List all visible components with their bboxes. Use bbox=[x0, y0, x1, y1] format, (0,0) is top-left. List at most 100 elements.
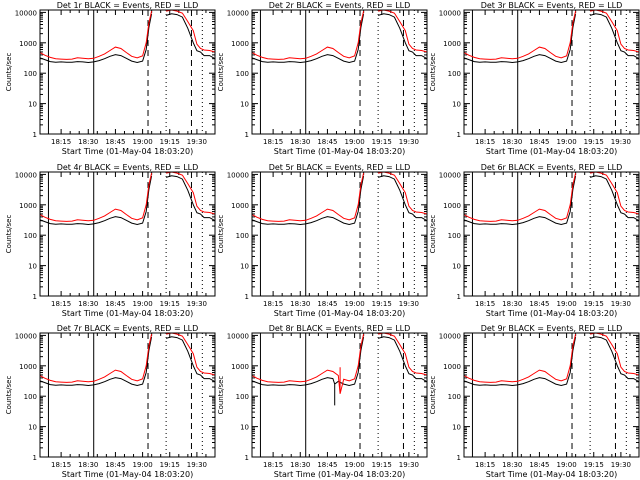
y-tick-label: 10000 bbox=[15, 171, 37, 179]
x-tick-label: 19:30 bbox=[611, 138, 631, 146]
x-tick-label: 19:15 bbox=[372, 300, 392, 308]
y-axis-label: Counts/sec bbox=[5, 376, 13, 415]
events-series-line bbox=[165, 13, 215, 60]
events-series-line bbox=[165, 175, 215, 222]
x-tick-label: 19:30 bbox=[399, 300, 419, 308]
lld-series-line bbox=[40, 333, 153, 383]
y-tick-label: 100 bbox=[24, 232, 37, 240]
y-tick-label: 1000 bbox=[19, 363, 37, 371]
lld-series-line bbox=[166, 333, 215, 376]
y-tick-label: 100 bbox=[236, 70, 249, 78]
x-tick-label: 19:00 bbox=[132, 461, 152, 469]
lld-series-line bbox=[378, 333, 427, 376]
panel-title: Det 4r BLACK = Events, RED = LLD bbox=[57, 163, 199, 172]
y-tick-label: 100 bbox=[448, 70, 461, 78]
x-tick-label: 18:45 bbox=[317, 461, 337, 469]
events-series-line bbox=[252, 175, 365, 226]
y-axis-label: Counts/sec bbox=[217, 53, 225, 92]
panel-det-6: Det 6r BLACK = Events, RED = LLD Counts/s… bbox=[429, 163, 640, 318]
y-tick-label: 100 bbox=[24, 70, 37, 78]
x-tick-label: 18:30 bbox=[502, 300, 522, 308]
y-tick-label: 10000 bbox=[227, 332, 249, 340]
x-tick-label: 18:45 bbox=[317, 300, 337, 308]
lld-series-line bbox=[252, 10, 365, 60]
x-tick-label: 19:15 bbox=[372, 138, 392, 146]
x-tick-label: 18:30 bbox=[290, 300, 310, 308]
events-series-line bbox=[377, 13, 427, 60]
y-axis-label: Counts/sec bbox=[429, 376, 437, 415]
series-group bbox=[464, 10, 639, 64]
x-tick-label: 18:30 bbox=[502, 138, 522, 146]
events-series-line bbox=[252, 336, 365, 406]
y-tick-label: 1 bbox=[457, 131, 461, 139]
y-tick-label: 1 bbox=[33, 131, 37, 139]
events-series-line bbox=[464, 336, 577, 387]
y-tick-label: 100 bbox=[236, 232, 249, 240]
x-axis-label: Start Time (01-May-04 18:03:20) bbox=[486, 470, 617, 479]
y-tick-label: 100 bbox=[236, 393, 249, 401]
series-group bbox=[252, 333, 427, 406]
events-series-line bbox=[464, 175, 577, 226]
x-tick-label: 18:15 bbox=[51, 300, 71, 308]
lld-series-line bbox=[590, 172, 639, 215]
y-axis-label: Counts/sec bbox=[217, 376, 225, 415]
panel-title: Det 5r BLACK = Events, RED = LLD bbox=[269, 163, 411, 172]
x-tick-label: 18:30 bbox=[290, 461, 310, 469]
y-tick-label: 1 bbox=[457, 454, 461, 462]
y-tick-label: 1000 bbox=[443, 363, 461, 371]
plot-frame bbox=[39, 9, 216, 135]
x-tick-label: 18:30 bbox=[290, 138, 310, 146]
y-tick-label: 10 bbox=[452, 101, 461, 109]
y-axis-label: Counts/sec bbox=[217, 215, 225, 254]
x-tick-label: 18:30 bbox=[78, 461, 98, 469]
x-axis-label: Start Time (01-May-04 18:03:20) bbox=[486, 309, 617, 318]
x-tick-label: 18:45 bbox=[105, 138, 125, 146]
lld-series-line bbox=[590, 333, 639, 376]
panel-title: Det 2r BLACK = Events, RED = LLD bbox=[269, 1, 411, 10]
y-tick-label: 1 bbox=[245, 293, 249, 301]
y-tick-label: 100 bbox=[24, 393, 37, 401]
lld-series-line bbox=[590, 10, 639, 53]
x-tick-label: 19:00 bbox=[556, 138, 576, 146]
y-tick-label: 1 bbox=[457, 293, 461, 301]
lld-series-line bbox=[464, 333, 577, 383]
x-axis-label: Start Time (01-May-04 18:03:20) bbox=[274, 309, 405, 318]
plot-frame bbox=[463, 171, 640, 297]
plot-frame bbox=[463, 332, 640, 458]
x-tick-label: 19:15 bbox=[372, 461, 392, 469]
x-tick-label: 18:15 bbox=[263, 300, 283, 308]
lld-series-line bbox=[166, 172, 215, 215]
y-tick-label: 1000 bbox=[231, 40, 249, 48]
y-tick-label: 10000 bbox=[439, 332, 461, 340]
y-tick-label: 10 bbox=[28, 424, 37, 432]
series-group bbox=[464, 172, 639, 226]
series-group bbox=[40, 10, 215, 64]
series-group bbox=[252, 172, 427, 226]
y-tick-label: 1 bbox=[33, 293, 37, 301]
y-tick-label: 10000 bbox=[15, 332, 37, 340]
y-tick-label: 10 bbox=[240, 424, 249, 432]
x-tick-label: 19:00 bbox=[344, 461, 364, 469]
x-tick-label: 19:15 bbox=[160, 300, 180, 308]
y-tick-label: 10000 bbox=[15, 9, 37, 17]
x-axis-label: Start Time (01-May-04 18:03:20) bbox=[274, 147, 405, 156]
series-group bbox=[252, 10, 427, 64]
x-tick-label: 18:30 bbox=[78, 138, 98, 146]
x-tick-label: 18:15 bbox=[263, 461, 283, 469]
x-tick-label: 19:15 bbox=[584, 461, 604, 469]
events-series-line bbox=[589, 175, 639, 222]
y-tick-label: 10 bbox=[452, 263, 461, 271]
panel-title: Det 6r BLACK = Events, RED = LLD bbox=[481, 163, 623, 172]
x-tick-label: 19:30 bbox=[187, 461, 207, 469]
y-tick-label: 1 bbox=[245, 131, 249, 139]
lld-series-line bbox=[378, 172, 427, 215]
y-tick-label: 10 bbox=[240, 101, 249, 109]
x-tick-label: 19:30 bbox=[399, 461, 419, 469]
y-tick-label: 100 bbox=[448, 393, 461, 401]
y-tick-label: 10000 bbox=[439, 171, 461, 179]
series-group bbox=[464, 333, 639, 387]
y-tick-label: 10 bbox=[28, 101, 37, 109]
x-tick-label: 19:15 bbox=[160, 138, 180, 146]
x-axis-label: Start Time (01-May-04 18:03:20) bbox=[274, 470, 405, 479]
x-tick-label: 19:30 bbox=[187, 138, 207, 146]
